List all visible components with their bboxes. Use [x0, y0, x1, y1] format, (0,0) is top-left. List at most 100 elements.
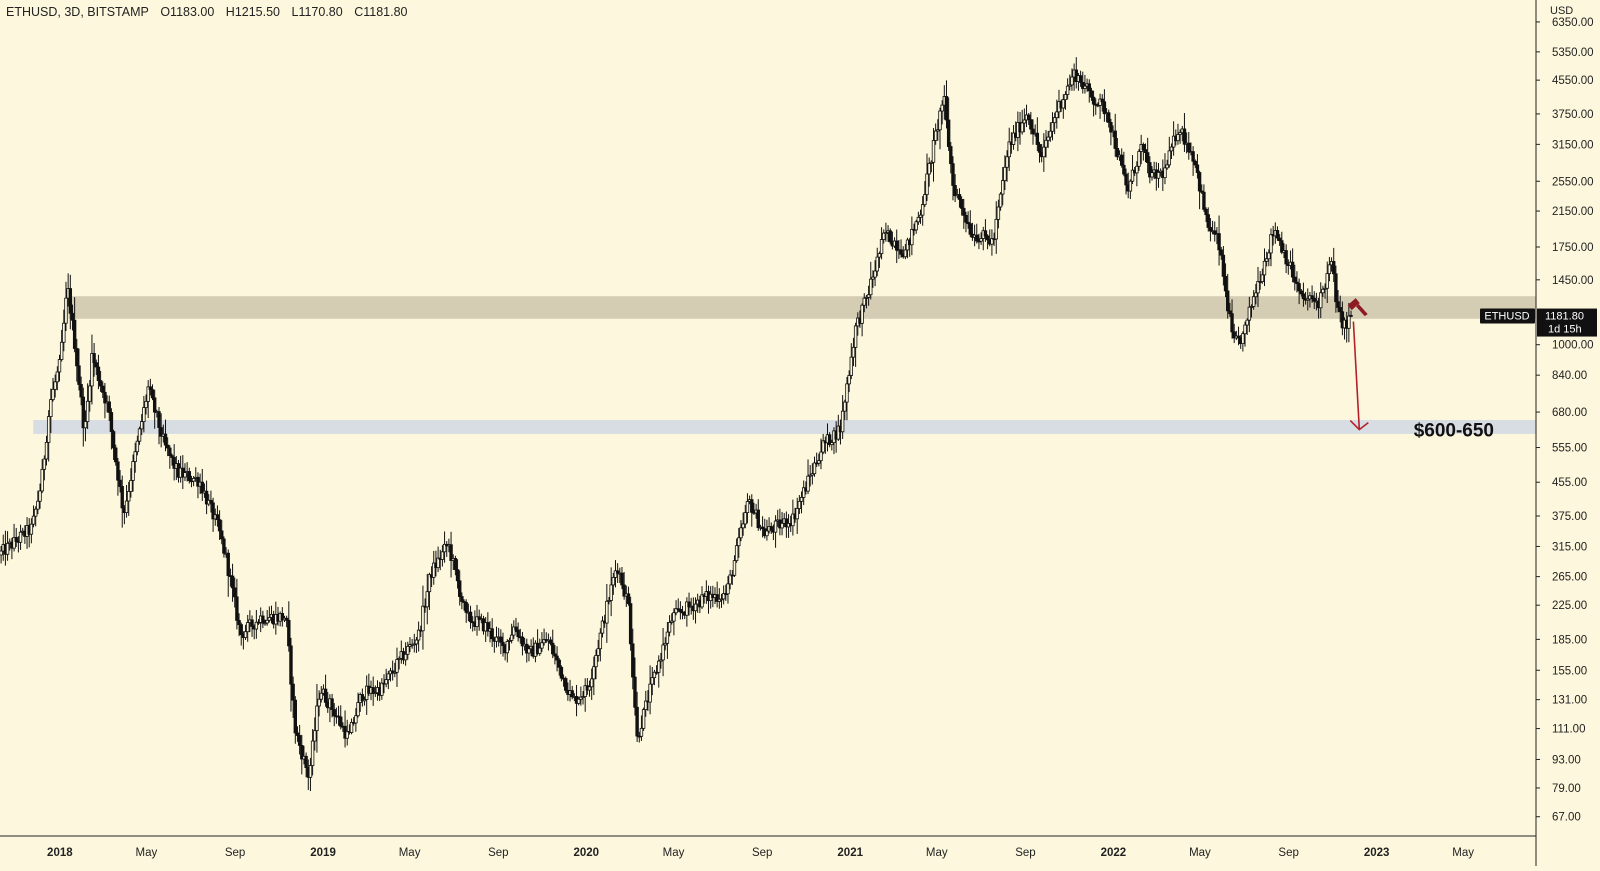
candle[interactable] — [1269, 228, 1273, 267]
candle[interactable] — [62, 309, 66, 352]
candle[interactable] — [453, 555, 458, 576]
candle[interactable] — [685, 597, 689, 627]
candle[interactable] — [1055, 99, 1059, 129]
candle[interactable] — [849, 343, 853, 380]
candle[interactable] — [183, 463, 187, 482]
candle[interactable] — [464, 599, 468, 623]
candle[interactable] — [157, 407, 161, 445]
candle[interactable] — [936, 119, 940, 141]
candle[interactable] — [230, 563, 235, 602]
candle[interactable] — [1325, 261, 1329, 304]
candle[interactable] — [1230, 299, 1234, 339]
candle[interactable] — [1031, 119, 1035, 145]
candle[interactable] — [144, 394, 148, 415]
candle[interactable] — [416, 621, 421, 652]
candle[interactable] — [1284, 244, 1288, 274]
candle[interactable] — [1042, 133, 1046, 172]
resistance-zone[interactable] — [68, 296, 1536, 319]
candle[interactable] — [821, 433, 825, 455]
candle[interactable] — [79, 376, 83, 406]
candle[interactable] — [920, 196, 925, 226]
candle[interactable] — [170, 453, 174, 466]
candle[interactable] — [1128, 179, 1133, 200]
candle[interactable] — [1200, 184, 1204, 195]
candle[interactable] — [114, 444, 118, 466]
candle[interactable] — [1171, 121, 1176, 156]
candle[interactable] — [1251, 290, 1256, 310]
candle[interactable] — [866, 285, 871, 306]
candle[interactable] — [903, 243, 908, 260]
candle[interactable] — [812, 456, 817, 477]
candle[interactable] — [319, 686, 323, 703]
candle[interactable] — [1156, 163, 1161, 188]
candle[interactable] — [949, 142, 953, 174]
candle[interactable] — [819, 438, 823, 470]
candle[interactable] — [1001, 167, 1005, 206]
candle[interactable] — [455, 559, 460, 589]
candle[interactable] — [33, 506, 38, 527]
candle[interactable] — [1005, 150, 1009, 182]
candle[interactable] — [81, 387, 85, 447]
candle[interactable] — [1290, 248, 1295, 283]
candle[interactable] — [412, 633, 416, 653]
candle[interactable] — [107, 395, 111, 421]
candle[interactable] — [287, 601, 291, 652]
candle[interactable] — [700, 586, 704, 610]
candle[interactable] — [888, 228, 892, 245]
candle[interactable] — [946, 97, 951, 151]
candle[interactable] — [1223, 263, 1228, 298]
candle[interactable] — [449, 531, 453, 578]
candle[interactable] — [191, 476, 196, 487]
candle[interactable] — [250, 615, 254, 637]
candle[interactable] — [797, 495, 802, 515]
candle[interactable] — [633, 657, 637, 716]
candle[interactable] — [280, 607, 285, 627]
candle[interactable] — [745, 493, 750, 524]
candle[interactable] — [721, 585, 726, 605]
candle[interactable] — [1050, 112, 1055, 141]
target-arrow[interactable] — [1349, 321, 1369, 431]
candle[interactable] — [222, 536, 226, 558]
candle[interactable] — [295, 726, 300, 742]
candle[interactable] — [652, 669, 657, 686]
candle[interactable] — [421, 585, 425, 650]
candle[interactable] — [667, 615, 672, 637]
candle[interactable] — [152, 389, 157, 429]
candle[interactable] — [1195, 154, 1200, 179]
candle[interactable] — [1109, 118, 1113, 146]
candle[interactable] — [743, 504, 747, 529]
candle[interactable] — [559, 665, 564, 682]
candle[interactable] — [756, 499, 760, 531]
candle[interactable] — [1226, 273, 1230, 319]
candle[interactable] — [477, 609, 481, 631]
candle[interactable] — [1334, 265, 1338, 313]
candle[interactable] — [620, 566, 624, 590]
candle[interactable] — [159, 413, 163, 448]
candle[interactable] — [1063, 91, 1068, 110]
candle[interactable] — [308, 757, 313, 792]
candle[interactable] — [538, 638, 542, 656]
candle[interactable] — [1120, 148, 1124, 168]
candle[interactable] — [1068, 74, 1072, 91]
candle[interactable] — [284, 615, 289, 628]
candle[interactable] — [734, 538, 739, 563]
candle[interactable] — [1122, 151, 1126, 177]
candle[interactable] — [187, 467, 191, 484]
candle[interactable] — [964, 211, 968, 233]
candle[interactable] — [654, 665, 659, 675]
candle[interactable] — [237, 613, 241, 637]
candle[interactable] — [830, 439, 834, 451]
candle[interactable] — [458, 570, 462, 606]
candle[interactable] — [494, 626, 499, 648]
candle[interactable] — [168, 445, 172, 469]
candle[interactable] — [555, 646, 559, 672]
candle[interactable] — [1202, 184, 1206, 212]
candle[interactable] — [1245, 318, 1249, 335]
candle[interactable] — [1102, 89, 1107, 122]
candle[interactable] — [486, 612, 490, 637]
candle[interactable] — [581, 691, 585, 705]
candle[interactable] — [129, 468, 133, 498]
candle[interactable] — [310, 729, 315, 776]
candle[interactable] — [1336, 289, 1340, 313]
